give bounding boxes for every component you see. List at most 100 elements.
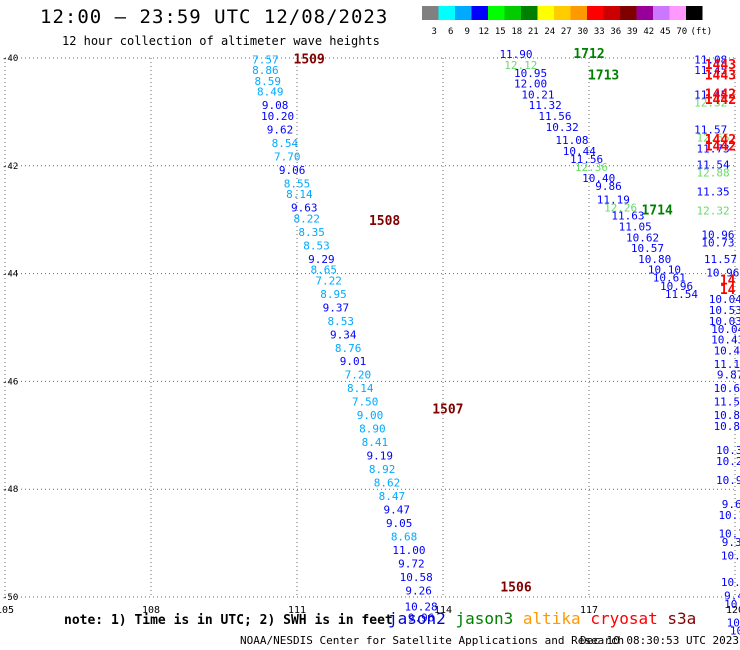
wave-height-point: 12.65 xyxy=(697,132,730,145)
wave-height-point: 9.19 xyxy=(366,450,393,463)
wave-height-point: 10.64 xyxy=(714,382,740,395)
wave-height-point: 9.96 xyxy=(408,611,435,624)
wave-height-point: 8.76 xyxy=(335,342,362,355)
legend-label: 3 xyxy=(432,27,437,37)
legend-label: 6 xyxy=(448,27,453,37)
wave-height-point: 11.19 xyxy=(597,194,630,207)
wave-height-point: 10.03 xyxy=(709,315,740,328)
x-tick-label: 111 xyxy=(288,605,306,616)
wave-height-point: 9.67 xyxy=(722,498,740,511)
wave-height-point: 9.62 xyxy=(267,123,294,136)
wave-height-point: 10.57 xyxy=(631,242,664,255)
track-label: 1508 xyxy=(369,214,400,229)
track-label: 1506 xyxy=(500,581,531,596)
wave-height-point: 7.70 xyxy=(274,150,301,163)
wave-height-point: 11.08 xyxy=(694,53,727,66)
track-label: 1507 xyxy=(432,403,463,418)
track-label: 1509 xyxy=(294,52,325,67)
wave-height-point: 10.21 xyxy=(521,88,554,101)
legend-swatch xyxy=(455,6,472,20)
legend-swatch xyxy=(587,6,604,20)
page-subtitle: 12 hour collection of altimeter wave hei… xyxy=(62,34,380,48)
wave-height-point: 9.32 xyxy=(722,536,740,549)
wave-height-point: 8.95 xyxy=(320,288,347,301)
wave-height-point: 11.45 xyxy=(694,64,727,77)
wave-height-point: 10.96 xyxy=(701,229,734,242)
wave-height-point: 8.53 xyxy=(328,315,355,328)
satellite-altika: altika xyxy=(522,609,581,628)
wave-height-point: 12.88 xyxy=(697,167,730,180)
wave-height-point: 11.73 xyxy=(697,142,730,155)
y-tick-label: -48 xyxy=(2,485,18,495)
track-label: 14 xyxy=(720,283,736,298)
wave-height-point: 10.04 xyxy=(711,323,740,336)
wave-height-point: 10.22 xyxy=(716,455,740,468)
legend-swatch xyxy=(521,6,538,20)
legend-label: 70 xyxy=(676,27,687,37)
wave-height-point: 11.54 xyxy=(665,288,698,301)
y-tick-label: -44 xyxy=(2,270,18,280)
wave-height-point: 9.26 xyxy=(405,584,432,597)
page-title: 12:00 — 23:59 UTC 12/08/2023 xyxy=(40,6,389,28)
generated-timestamp: Dec 10 08:30:53 UTC 2023 xyxy=(580,634,739,647)
wave-height-point: 8.86 xyxy=(252,64,279,77)
wave-height-point: 11.54 xyxy=(697,158,730,171)
wave-height-point: 10.73 xyxy=(701,237,734,250)
y-tick-label: -40 xyxy=(2,54,18,64)
legend-label: 36 xyxy=(610,27,621,37)
wave-height-point: 10.53 xyxy=(709,304,740,317)
y-tick-label: -42 xyxy=(2,162,18,172)
wave-height-point: 9.00 xyxy=(357,409,384,422)
x-tick-label: 105 xyxy=(0,605,14,616)
track-label: 1442 xyxy=(705,140,736,155)
wave-height-point: 8.54 xyxy=(272,137,299,150)
x-tick-label: 120 xyxy=(726,605,740,616)
wave-height-point: 9.01 xyxy=(340,355,367,368)
credit-line: NOAA/NESDIS Center for Satellite Applica… xyxy=(240,634,625,647)
wave-height-point: 10.8 xyxy=(724,598,740,611)
wave-height-point: 8.65 xyxy=(311,264,338,277)
wave-height-point: 11.00 xyxy=(392,544,425,557)
legend-label: 39 xyxy=(627,27,638,37)
wave-height-point: 9.47 xyxy=(384,503,411,516)
wave-height-point: 11.45 xyxy=(694,88,727,101)
wave-height-point: 8.22 xyxy=(293,212,320,225)
wave-height-point: 8.62 xyxy=(374,477,401,490)
wave-height-point: 8.41 xyxy=(362,436,389,449)
wave-height-point: 10.7 xyxy=(727,617,740,630)
wave-height-point: 8.14 xyxy=(286,188,313,201)
wave-height-point: 10.61 xyxy=(653,272,686,285)
wave-height-point: 7.50 xyxy=(352,396,379,409)
wave-height-point: 12.00 xyxy=(514,78,547,91)
wave-height-point: 10.80 xyxy=(638,253,671,266)
satellite-legend: jason2 jason3 altika cryosat s3a xyxy=(388,609,696,628)
legend-swatch xyxy=(620,6,637,20)
wave-height-point: 11.57 xyxy=(694,123,727,136)
wave-height-point: 11.32 xyxy=(529,99,562,112)
wave-height-point: 12.32 xyxy=(697,204,730,217)
wave-height-point: 10.32 xyxy=(716,444,740,457)
track-label: 1443 xyxy=(705,69,736,84)
legend-swatch xyxy=(669,6,686,20)
wave-height-point: 7.22 xyxy=(315,274,342,287)
wave-height-point: 8.92 xyxy=(369,463,396,476)
wave-height-point: 10. xyxy=(730,625,740,638)
wave-height-point: 10.10 xyxy=(718,509,740,522)
legend-label: 12 xyxy=(478,27,489,37)
wave-height-point: 7.57 xyxy=(252,53,279,66)
wave-height-point: 7.20 xyxy=(345,369,372,382)
wave-height-point: 10.88 xyxy=(714,409,740,422)
track-label: 1443 xyxy=(705,58,736,73)
x-tick-label: 108 xyxy=(142,605,160,616)
legend-unit: (ft) xyxy=(691,27,713,37)
track-label: 1442 xyxy=(705,133,736,148)
wave-height-point: 10.96 xyxy=(706,266,739,279)
wave-height-point: 11.56 xyxy=(570,153,603,166)
wave-height-point: 10.86 xyxy=(714,420,740,433)
wave-height-point: 9.46 xyxy=(724,590,740,603)
wave-height-point: 10.04 xyxy=(709,293,740,306)
legend-label: 24 xyxy=(544,27,555,37)
wave-height-point: 9.34 xyxy=(330,328,357,341)
track-label: 1442 xyxy=(705,93,736,108)
